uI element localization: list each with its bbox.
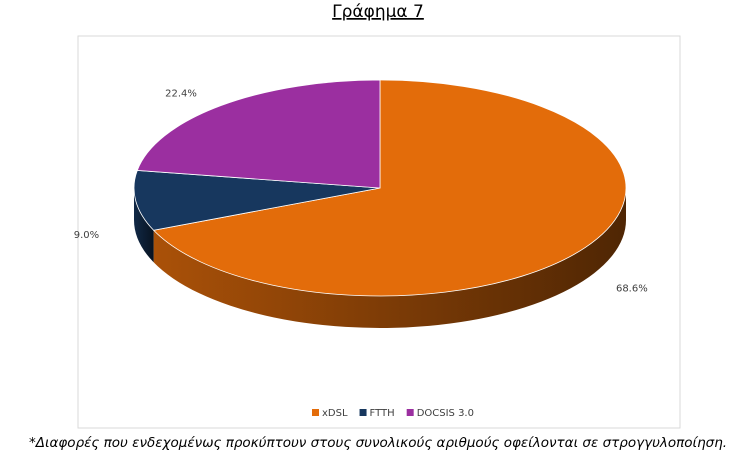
legend: xDSL FTTH DOCSIS 3.0 [312,408,474,419]
legend-swatch [406,409,414,416]
pie-slice [136,79,381,189]
chart-title: Γράφημα 7 [332,2,424,22]
data-label: 68.6% [616,284,648,295]
data-label: 22.4% [165,88,197,99]
pie-slice [133,170,381,231]
pie-side [153,188,626,328]
legend-label: DOCSIS 3.0 [417,408,474,419]
pie-side [134,188,154,263]
legend-label: FTTH [370,408,395,419]
legend-swatch [359,409,367,416]
footnote: *Διαφορές που ενδεχομένως προκύπτουν στο… [29,435,727,451]
data-label: 9.0% [74,230,99,241]
legend-swatch [312,409,319,416]
pie: 68.6% 9.0% 22.4% [74,79,648,328]
pie-slice [152,79,627,297]
legend-label: xDSL [322,408,348,419]
